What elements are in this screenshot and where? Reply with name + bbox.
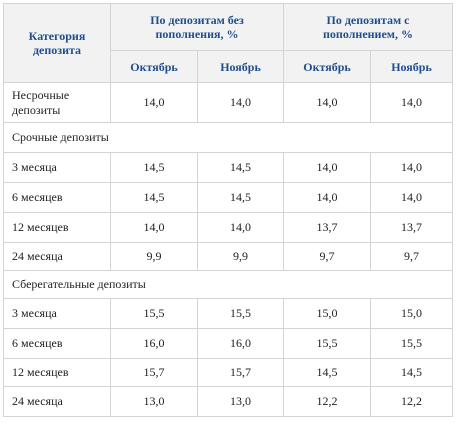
rate-cell: 16,0 [110,328,198,359]
table-row: 24 месяца 9,9 9,9 9,7 9,7 [3,242,453,271]
rate-cell: 15,7 [110,358,198,387]
table-header: Категория депозита По депозитам без попо… [3,3,453,83]
rate-cell: 15,5 [283,328,371,359]
table-row: Срочные депозиты [3,122,453,153]
rate-cell: 14,0 [370,82,453,123]
rate-cell: 13,0 [110,386,198,417]
rate-cell: 13,7 [283,212,371,243]
month-header: Октябрь [283,50,371,83]
rate-cell: 14,0 [197,82,284,123]
table-row: 6 месяцев 14,5 14,5 14,0 14,0 [3,182,453,213]
rate-cell: 12,2 [283,386,371,417]
rate-cell: 13,0 [197,386,284,417]
row-label: 24 месяца [3,386,111,417]
rate-cell: 15,5 [110,298,198,329]
row-label: 12 месяцев [3,358,111,387]
rate-cell: 15,0 [283,298,371,329]
table-row: 12 месяцев 15,7 15,7 14,5 14,5 [3,358,453,387]
rate-cell: 15,5 [370,328,453,359]
table-row: Сберегательные депозиты [3,270,453,299]
table-row: 12 месяцев 14,0 14,0 13,7 13,7 [3,212,453,243]
rate-cell: 14,0 [370,152,453,183]
rate-cell: 15,7 [197,358,284,387]
row-label: Несрочные депозиты [3,82,111,123]
month-header: Ноябрь [197,50,284,83]
rate-cell: 9,9 [197,242,284,271]
rate-cell: 15,5 [197,298,284,329]
rate-cell: 12,2 [370,386,453,417]
rate-cell: 14,0 [283,152,371,183]
table-row: Несрочные депозиты 14,0 14,0 14,0 14,0 [3,82,453,123]
rate-cell: 9,7 [283,242,371,271]
category-header: Категория депозита [3,3,111,83]
row-label: 12 месяцев [3,212,111,243]
group-header: По депозитам без пополнения, % [110,3,284,51]
row-label: 24 месяца [3,242,111,271]
rate-cell: 14,0 [283,182,371,213]
rate-cell: 14,0 [283,82,371,123]
row-label: 3 месяца [3,298,111,329]
deposit-table: Категория депозита По депозитам без попо… [3,3,453,417]
month-header: Ноябрь [370,50,453,83]
table-row: 3 месяца 14,5 14,5 14,0 14,0 [3,152,453,183]
rate-cell: 16,0 [197,328,284,359]
row-label: 6 месяцев [3,328,111,359]
rate-cell: 15,0 [370,298,453,329]
rate-cell: 9,9 [110,242,198,271]
rate-cell: 9,7 [370,242,453,271]
rate-cell: 14,0 [110,212,198,243]
rate-cell: 14,5 [370,358,453,387]
rate-cell: 14,0 [197,212,284,243]
group-header: По депозитам с пополнением, % [283,3,453,51]
section-label: Сберегательные депозиты [3,270,453,299]
rate-cell: 14,5 [197,182,284,213]
month-header: Октябрь [110,50,198,83]
rate-cell: 14,5 [197,152,284,183]
rate-cell: 14,0 [370,182,453,213]
table-row: 6 месяцев 16,0 16,0 15,5 15,5 [3,328,453,359]
rate-cell: 14,5 [110,182,198,213]
table-body: Несрочные депозиты 14,0 14,0 14,0 14,0 Срочны… [3,82,453,417]
rate-cell: 14,0 [110,82,198,123]
row-label: 6 месяцев [3,182,111,213]
section-label: Срочные депозиты [3,122,453,153]
table-row: 3 месяца 15,5 15,5 15,0 15,0 [3,298,453,329]
row-label: 3 месяца [3,152,111,183]
rate-cell: 14,5 [283,358,371,387]
table-row: 24 месяца 13,0 13,0 12,2 12,2 [3,386,453,417]
rate-cell: 14,5 [110,152,198,183]
rate-cell: 13,7 [370,212,453,243]
